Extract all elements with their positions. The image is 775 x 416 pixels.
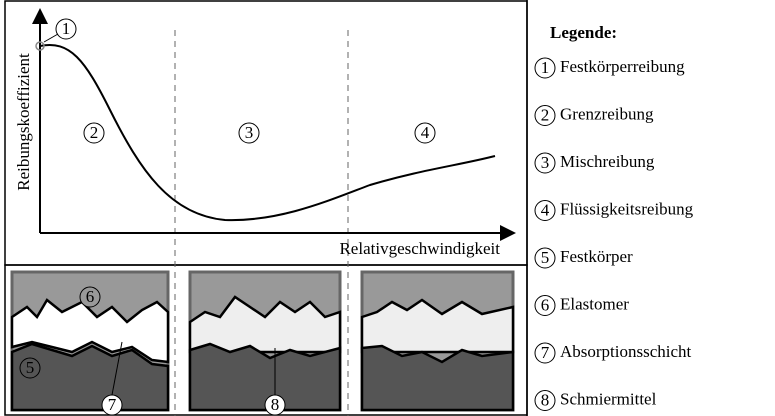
- number: 5: [26, 358, 35, 377]
- legend-label: Mischreibung: [560, 152, 655, 171]
- number: 1: [62, 19, 71, 38]
- number: 6: [541, 295, 550, 314]
- number: 7: [541, 343, 550, 362]
- number: 4: [541, 200, 550, 219]
- legend-label: Schmiermittel: [560, 389, 657, 408]
- illustration-3: [362, 272, 513, 410]
- illustration-2: [190, 272, 340, 410]
- number: 3: [541, 153, 550, 172]
- legend-label: Festkörperreibung: [560, 57, 685, 76]
- number: 2: [90, 123, 99, 142]
- number: 8: [271, 395, 280, 414]
- legend-label: Grenzreibung: [560, 104, 654, 123]
- legend-label: Absorptionsschicht: [560, 342, 692, 361]
- number: 7: [108, 395, 117, 414]
- number: 4: [421, 123, 430, 142]
- chart-frame: [5, 1, 527, 265]
- diagram: Reibungskoeffizient Relativgeschwindigke…: [0, 0, 775, 416]
- number: 5: [541, 248, 550, 267]
- number: 6: [86, 287, 95, 306]
- number: 2: [541, 105, 550, 124]
- number: 8: [541, 390, 550, 409]
- legend-label: Festkörper: [560, 247, 633, 266]
- legend-label: Elastomer: [560, 294, 629, 313]
- y-axis-label: Reibungskoeffizient: [14, 53, 33, 191]
- x-axis-label: Relativgeschwindigkeit: [339, 239, 500, 258]
- number: 3: [245, 123, 254, 142]
- legend-label: Flüssigkeitsreibung: [560, 199, 694, 218]
- leader: [44, 34, 58, 42]
- number: 1: [541, 58, 550, 77]
- legend-title: Legende:: [550, 23, 617, 42]
